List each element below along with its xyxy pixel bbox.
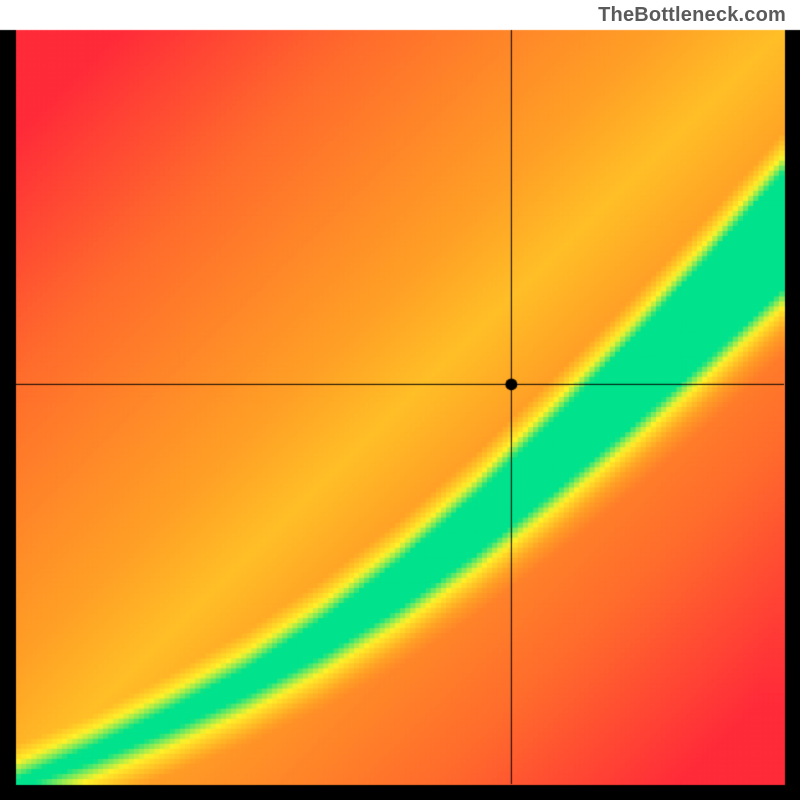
heatmap-canvas [0,0,800,800]
watermark-label: TheBottleneck.com [598,4,786,27]
chart-container: TheBottleneck.com [0,0,800,800]
